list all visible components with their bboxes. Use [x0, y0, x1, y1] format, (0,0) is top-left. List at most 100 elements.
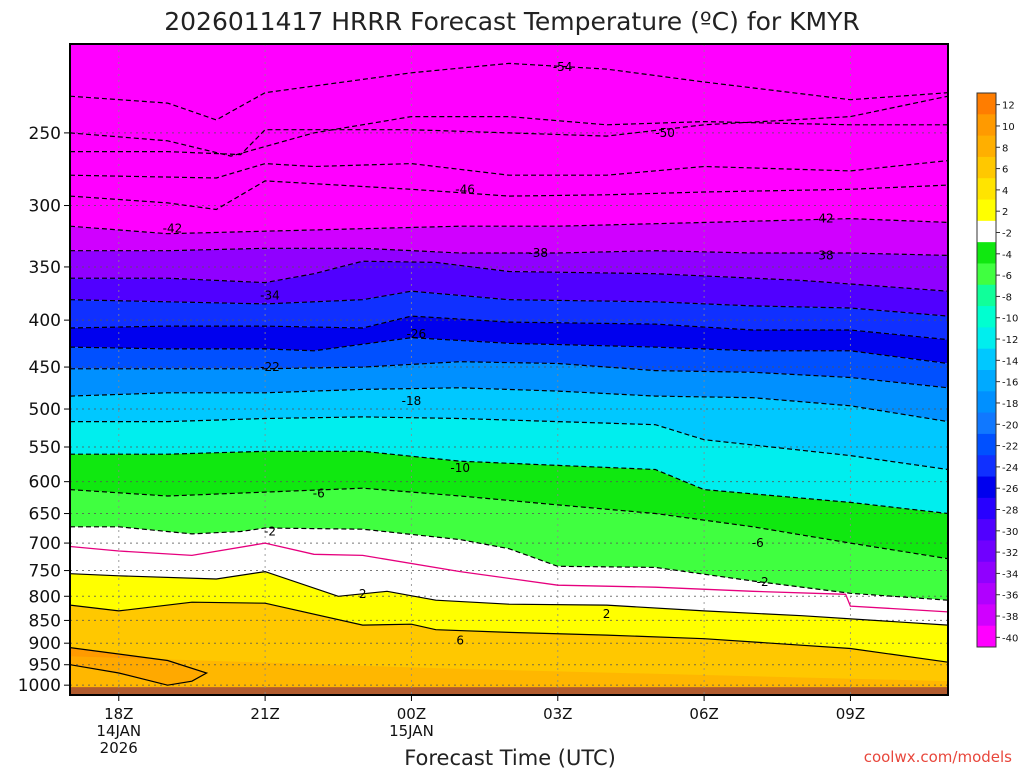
- contour-line-9: [70, 290, 948, 317]
- colorbar-swatch-23: [977, 583, 996, 605]
- x-tick-label-1: 21Z: [250, 705, 279, 723]
- y-tick-label-400: 400: [29, 311, 61, 331]
- contour-line-17: [70, 526, 948, 601]
- contour-line-15: [70, 450, 948, 515]
- x-tick-label-5: 09Z: [836, 705, 865, 723]
- x-tick-label-0: 18Z: [104, 705, 133, 723]
- contour-line-2: [70, 116, 948, 157]
- contour-label-0: -54: [553, 60, 573, 74]
- colorbar-swatch-14: [977, 391, 996, 414]
- colorbar-swatch-0: [977, 93, 996, 115]
- colorbar-label-5: 2: [1002, 207, 1008, 218]
- colorbar-label-6: -2: [1002, 229, 1012, 240]
- contour-label-2: -46: [455, 182, 475, 196]
- colorbar-label-4: 4: [1002, 186, 1008, 197]
- contour-line-13: [70, 387, 948, 423]
- colorbar-label-18: -26: [1002, 484, 1018, 495]
- y-tick-label-950: 950: [29, 656, 61, 676]
- contour-label-18: 6: [456, 634, 464, 648]
- colorbar-swatch-6: [977, 220, 996, 243]
- contour-label-11: -10: [450, 461, 470, 475]
- colorbar-swatch-24: [977, 604, 996, 627]
- contour-label-12: -6: [313, 486, 325, 500]
- colorbar-label-12: -14: [1002, 356, 1018, 367]
- contour-label-10: -18: [402, 394, 422, 408]
- y-tick-label-850: 850: [29, 611, 61, 631]
- x-tick-date-0: 14JAN: [96, 722, 141, 740]
- colorbar-swatch-4: [977, 178, 996, 201]
- colorbar-swatch-21: [977, 540, 996, 563]
- fill-band-13: [70, 361, 948, 422]
- ground-surface: [70, 687, 948, 695]
- colorbar-swatch-20: [977, 519, 996, 541]
- contour-line-8: [70, 260, 948, 292]
- colorbar: 12 10 8 6 4 2 -2 -4 -6 -8 -10 -12 -14 -16 -18 -20 -22 -24…: [976, 92, 1018, 648]
- contour-lines: [70, 62, 948, 686]
- colorbar-label-1: 10: [1002, 122, 1015, 133]
- y-tick-label-1000: 1000: [18, 676, 61, 696]
- colorbar-label-0: 12: [1002, 101, 1015, 112]
- colorbar-swatch-7: [977, 242, 996, 264]
- fill-band-6: [70, 180, 948, 234]
- y-tick-label-500: 500: [29, 400, 61, 420]
- colorbar-label-17: -24: [1002, 463, 1018, 474]
- colorbar-label-9: -8: [1002, 292, 1012, 303]
- contour-line-5: [70, 180, 948, 211]
- colorbar-label-14: -18: [1002, 399, 1018, 410]
- x-tick-label-3: 03Z: [543, 705, 572, 723]
- colorbar-swatch-11: [977, 327, 996, 350]
- contour-line-20: [70, 601, 948, 663]
- ground-band: [70, 687, 948, 695]
- contour-line-14: [70, 416, 948, 471]
- y-tick-label-250: 250: [29, 124, 61, 144]
- contour-line-4: [70, 160, 948, 179]
- colorbar-swatch-16: [977, 433, 996, 456]
- contour-line-19: [70, 570, 948, 626]
- contour-line-21: [70, 646, 209, 686]
- contour-line-1: [70, 62, 948, 121]
- y-tick-label-650: 650: [29, 505, 61, 525]
- contour-line-6: [70, 217, 948, 235]
- contour-label-5: -38: [528, 246, 548, 260]
- fill-band-5: [70, 160, 948, 210]
- fill-band-8: [70, 248, 948, 292]
- colorbar-label-2: 8: [1002, 143, 1008, 154]
- y-tick-label-750: 750: [29, 562, 61, 582]
- contour-label-3: -42: [163, 222, 183, 236]
- surface-orange-band: [70, 656, 948, 695]
- contour-label-7: -34: [260, 288, 280, 302]
- colorbar-swatch-15: [977, 412, 996, 435]
- contour-label-9: -22: [260, 360, 280, 374]
- colorbar-swatch-13: [977, 370, 996, 392]
- contour-label-17: 2: [603, 607, 611, 621]
- fill-band-3: [70, 96, 948, 156]
- colorbar-label-23: -36: [1002, 591, 1018, 602]
- contour-label-4: 42: [818, 212, 833, 226]
- colorbar-label-22: -34: [1002, 569, 1018, 580]
- y-axis: 250 300 350 400 450 500 550 600 650 700 750 800 850 9…: [18, 124, 70, 696]
- fill-band-11: [70, 316, 948, 364]
- colorbar-swatch-3: [977, 156, 996, 179]
- colorbar-swatch-25: [977, 625, 996, 648]
- colorbar-swatch-17: [977, 455, 996, 478]
- contour-line-16: [70, 487, 948, 560]
- colorbar-swatch-18: [977, 476, 996, 499]
- fill-band-19: [70, 543, 948, 626]
- fill-band-20: [70, 571, 948, 663]
- colorbar-swatch-9: [977, 284, 996, 307]
- fill-band-7: [70, 218, 948, 256]
- contour-line-10: [70, 315, 948, 341]
- fill-band-4: [70, 96, 948, 178]
- y-tick-label-300: 300: [29, 197, 61, 217]
- x-tick-label-2: 00Z: [397, 705, 426, 723]
- colorbar-label-7: -4: [1002, 250, 1012, 261]
- colorbar-label-13: -16: [1002, 378, 1018, 389]
- credit-text: coolwx.com/models: [864, 748, 1012, 766]
- contour-label-8: -26: [407, 327, 427, 341]
- colorbar-label-21: -32: [1002, 548, 1018, 559]
- y-tick-label-800: 800: [29, 587, 61, 607]
